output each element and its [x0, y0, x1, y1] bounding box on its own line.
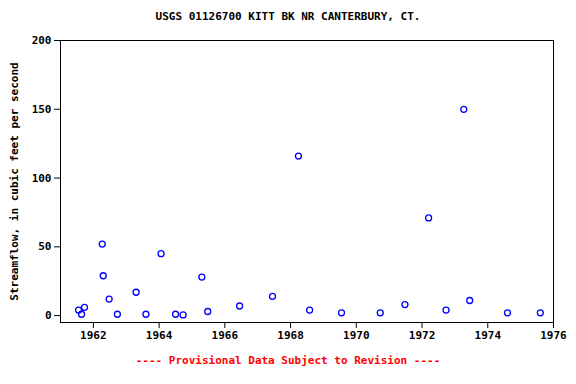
svg-text:0: 0: [45, 309, 52, 322]
svg-text:1964: 1964: [146, 329, 173, 342]
svg-text:1976: 1976: [540, 329, 567, 342]
svg-text:1968: 1968: [277, 329, 304, 342]
svg-text:100: 100: [32, 172, 52, 185]
svg-text:200: 200: [32, 34, 52, 47]
svg-text:1962: 1962: [80, 329, 107, 342]
html-text:---- Provisional Data Subject: ---- Provisional Data Subject to Revisio…: [135, 354, 441, 367]
svg-text:1970: 1970: [343, 329, 370, 342]
svg-text:150: 150: [32, 103, 52, 116]
svg-text:Streamflow, in cubic feet per: Streamflow, in cubic feet per second: [8, 62, 21, 300]
svg-text:1966: 1966: [212, 329, 239, 342]
svg-text:1974: 1974: [475, 329, 502, 342]
html-text:USGS 01126700 KITT BK NR CANTE: USGS 01126700 KITT BK NR CANTERBURY, CT.: [155, 10, 421, 23]
svg-text:1972: 1972: [409, 329, 436, 342]
svg-text:50: 50: [38, 240, 51, 253]
